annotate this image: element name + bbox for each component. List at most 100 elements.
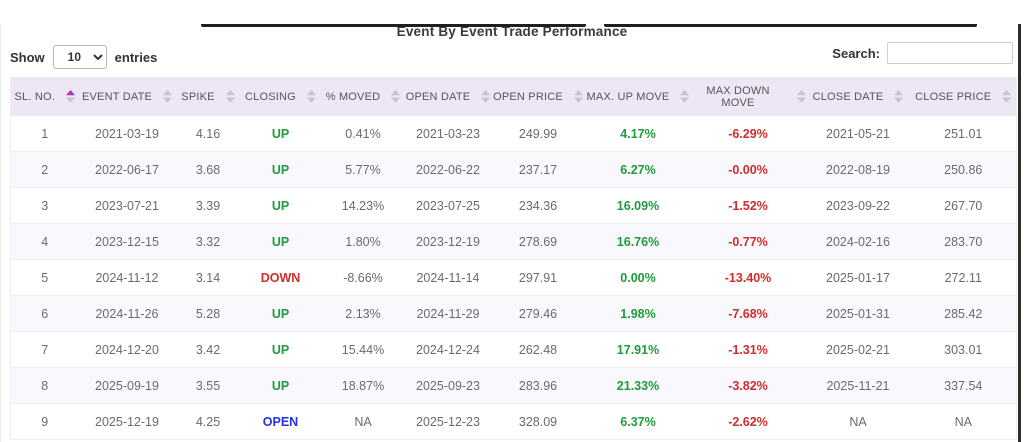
cell-closing: UP xyxy=(240,223,321,260)
column-header-pct_moved[interactable]: % MOVED xyxy=(320,77,406,116)
cell-spike: 4.25 xyxy=(175,403,241,440)
entries-label: entries xyxy=(114,49,158,65)
sort-icon xyxy=(796,90,806,103)
cell-close_date: 2025-11-21 xyxy=(805,367,911,404)
table-header: SL. NO. EVENT DATE SPIKE CLOSING % MOVED OPEN… xyxy=(10,77,1017,116)
cell-pct_moved: 14.23% xyxy=(320,187,406,224)
table-row: 4 2023-12-15 3.32 UP 1.80% 2023-12-19 278.69 16… xyxy=(10,223,1017,260)
cell-max_down: -7.68% xyxy=(690,295,806,332)
column-header-open_price[interactable]: OPEN PRICE xyxy=(490,77,586,116)
column-header-close_price[interactable]: CLOSE PRICE xyxy=(910,77,1017,116)
sort-icon xyxy=(481,90,491,103)
cell-max_up: 17.91% xyxy=(585,331,691,368)
cell-spike: 4.16 xyxy=(175,116,241,152)
cell-open_price: 237.17 xyxy=(490,151,586,188)
search-input[interactable] xyxy=(887,42,1013,64)
column-label-open_price: OPEN PRICE xyxy=(493,90,563,103)
page-left-border xyxy=(0,24,1,442)
search-label: Search: xyxy=(832,45,880,61)
column-label-pct_moved: % MOVED xyxy=(325,90,381,103)
table-controls: Show 10 entries Search: xyxy=(10,42,1013,71)
sort-icon xyxy=(680,90,690,103)
cell-pct_moved: NA xyxy=(320,403,406,440)
cell-close_price: 337.54 xyxy=(910,367,1017,404)
table-row: 9 2025-12-19 4.25 OPEN NA 2025-12-23 328.09 6.3… xyxy=(10,403,1017,440)
cell-pct_moved: 1.80% xyxy=(320,223,406,260)
cell-event_date: 2024-12-20 xyxy=(78,331,176,368)
column-label-closing: CLOSING xyxy=(245,90,296,103)
top-border-segment-right xyxy=(604,24,977,27)
show-label: Show xyxy=(10,49,45,65)
cell-closing: OPEN xyxy=(240,403,321,440)
cell-max_down: -0.77% xyxy=(690,223,806,260)
cell-close_date: 2025-01-31 xyxy=(805,295,911,332)
table-row: 1 2021-03-19 4.16 UP 0.41% 2021-03-23 249.99 4.… xyxy=(10,116,1017,152)
cell-max_up: 16.09% xyxy=(585,187,691,224)
cell-spike: 3.55 xyxy=(175,367,241,404)
cell-closing: UP xyxy=(240,151,321,188)
column-header-event_date[interactable]: EVENT DATE xyxy=(78,77,176,116)
cell-open_price: 328.09 xyxy=(490,403,586,440)
cell-pct_moved: -8.66% xyxy=(320,259,406,296)
cell-spike: 3.42 xyxy=(175,331,241,368)
cell-sl: 9 xyxy=(10,403,79,440)
cell-max_up: 16.76% xyxy=(585,223,691,260)
column-label-max_up: MAX. UP MOVE xyxy=(586,90,670,103)
cell-sl: 2 xyxy=(10,151,79,188)
table-row: 5 2024-11-12 3.14 DOWN -8.66% 2024-11-14 297.9… xyxy=(10,259,1017,296)
page-length-control: Show 10 entries xyxy=(10,45,157,69)
column-header-close_date[interactable]: CLOSE DATE xyxy=(805,77,911,116)
sort-icon xyxy=(163,90,173,103)
cell-open_date: 2024-11-29 xyxy=(405,295,491,332)
cell-open_price: 279.46 xyxy=(490,295,586,332)
cell-close_price: 303.01 xyxy=(910,331,1017,368)
cell-close_price: NA xyxy=(910,403,1017,440)
entries-select[interactable]: 10 xyxy=(52,45,107,69)
cell-sl: 5 xyxy=(10,259,79,296)
column-header-closing[interactable]: CLOSING xyxy=(240,77,321,116)
cell-open_price: 283.96 xyxy=(490,367,586,404)
page-right-border xyxy=(1018,24,1021,442)
column-header-spike[interactable]: SPIKE xyxy=(175,77,241,116)
cell-max_down: -6.29% xyxy=(690,116,806,152)
cell-max_down: -1.31% xyxy=(690,331,806,368)
cell-spike: 3.39 xyxy=(175,187,241,224)
cell-open_price: 262.48 xyxy=(490,331,586,368)
cell-pct_moved: 15.44% xyxy=(320,331,406,368)
cell-max_up: 6.27% xyxy=(585,151,691,188)
sort-icon xyxy=(573,90,583,103)
cell-close_date: 2022-08-19 xyxy=(805,151,911,188)
column-label-sl: SL. NO. xyxy=(14,90,56,103)
sort-icon xyxy=(306,90,316,103)
cell-open_date: 2024-12-24 xyxy=(405,331,491,368)
cell-open_date: 2024-11-14 xyxy=(405,259,491,296)
table-row: 6 2024-11-26 5.28 UP 2.13% 2024-11-29 279.46 1.… xyxy=(10,295,1017,332)
cell-spike: 3.68 xyxy=(175,151,241,188)
cell-spike: 5.28 xyxy=(175,295,241,332)
cell-spike: 3.32 xyxy=(175,223,241,260)
cell-spike: 3.14 xyxy=(175,259,241,296)
cell-close_price: 283.70 xyxy=(910,223,1017,260)
cell-max_up: 1.98% xyxy=(585,295,691,332)
cell-open_date: 2023-07-25 xyxy=(405,187,491,224)
column-header-sl[interactable]: SL. NO. xyxy=(10,77,79,116)
cell-sl: 3 xyxy=(10,187,79,224)
cell-closing: UP xyxy=(240,295,321,332)
cell-max_up: 21.33% xyxy=(585,367,691,404)
cell-closing: UP xyxy=(240,331,321,368)
table-row: 7 2024-12-20 3.42 UP 15.44% 2024-12-24 262.48 1… xyxy=(10,331,1017,368)
column-label-event_date: EVENT DATE xyxy=(81,90,153,103)
column-header-max_down[interactable]: MAX DOWN MOVE xyxy=(690,77,806,116)
sort-icon xyxy=(225,90,235,103)
cell-max_down: -3.82% xyxy=(690,367,806,404)
column-label-open_date: OPEN DATE xyxy=(405,90,471,103)
cell-sl: 6 xyxy=(10,295,79,332)
cell-open_price: 297.91 xyxy=(490,259,586,296)
cell-event_date: 2024-11-12 xyxy=(78,259,176,296)
cell-event_date: 2024-11-26 xyxy=(78,295,176,332)
cell-open_date: 2021-03-23 xyxy=(405,116,491,152)
column-header-max_up[interactable]: MAX. UP MOVE xyxy=(585,77,691,116)
cell-pct_moved: 0.41% xyxy=(320,116,406,152)
cell-close_price: 272.11 xyxy=(910,259,1017,296)
column-header-open_date[interactable]: OPEN DATE xyxy=(405,77,491,116)
